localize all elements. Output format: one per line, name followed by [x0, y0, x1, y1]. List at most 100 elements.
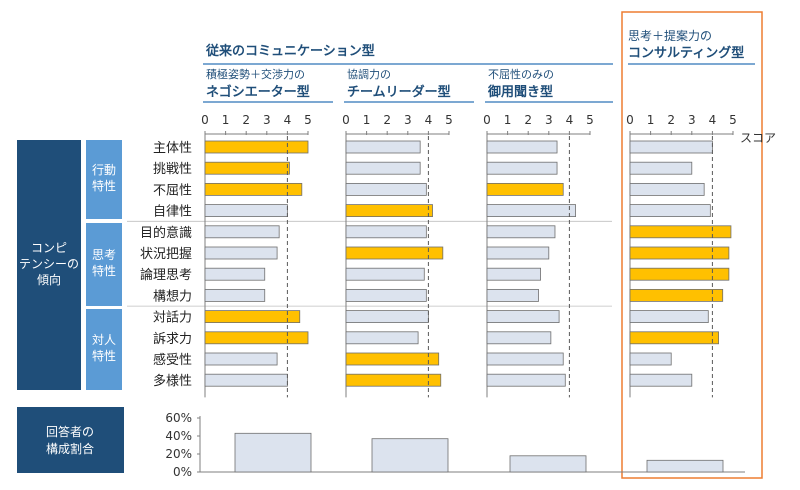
score-bar	[629, 352, 672, 366]
competency-line3: 傾向	[37, 272, 61, 287]
category-label: 不屈性	[153, 183, 192, 198]
x-tick-label: 0	[626, 113, 634, 127]
score-bar	[486, 182, 564, 196]
score-bar	[486, 352, 564, 366]
score-bar	[204, 373, 288, 387]
type-sub-3: 不屈性のみの	[488, 67, 554, 81]
score-bar	[486, 373, 566, 387]
group-interpersonal-line1: 対人	[92, 333, 116, 347]
category-label: 状況把握	[140, 247, 192, 262]
score-bar	[345, 225, 427, 239]
score-bar	[204, 288, 266, 302]
score-bar	[204, 182, 303, 196]
score-bar	[486, 204, 576, 218]
group-thinking-line1: 思考	[92, 248, 116, 262]
x-tick-label: 4	[709, 113, 717, 127]
respondent-bar	[234, 432, 312, 473]
category-label: 構想力	[153, 288, 192, 304]
consulting-highlight-frame	[621, 11, 763, 479]
score-bar	[204, 161, 290, 175]
score-bar	[345, 267, 425, 281]
score-bar	[204, 204, 288, 218]
score-bar	[204, 225, 280, 239]
group-box-thinking	[86, 223, 122, 306]
x-tick-label: 4	[284, 113, 292, 127]
respondent-y-tick-label: 40%	[165, 429, 192, 443]
type-sub-2: 協調力の	[347, 67, 391, 81]
score-bar	[345, 182, 427, 196]
score-bar	[629, 225, 732, 239]
x-tick-label: 0	[483, 113, 491, 127]
score-bar	[345, 310, 429, 324]
group-interpersonal-line2: 特性	[92, 348, 116, 363]
x-tick-label: 3	[688, 113, 696, 127]
group-box-behavior	[86, 140, 122, 219]
score-bar	[486, 140, 558, 154]
x-tick-label: 4	[425, 113, 433, 127]
x-tick-label: 5	[445, 113, 453, 127]
x-tick-label: 2	[524, 113, 532, 127]
x-tick-label: 5	[729, 113, 737, 127]
x-tick-label: 1	[504, 113, 512, 127]
score-bar	[204, 331, 309, 345]
group-behavior-line1: 行動	[92, 163, 116, 177]
score-bar	[345, 204, 433, 218]
type-headers: 積極姿勢＋交渉力の ネゴシエーター型 協調力の チームリーダー型 不屈性のみの …	[206, 67, 554, 100]
category-label: 目的意識	[140, 225, 192, 241]
category-label: 論理思考	[140, 267, 192, 283]
score-bar	[629, 204, 711, 218]
x-tick-label: 3	[263, 113, 271, 127]
score-bar	[629, 331, 719, 345]
group-box-interpersonal	[86, 309, 122, 390]
x-tick-label: 2	[383, 113, 391, 127]
type-name-3: 御用聞き型	[487, 84, 553, 100]
score-bar	[629, 288, 724, 302]
score-bar	[345, 373, 442, 387]
score-bar	[486, 267, 541, 281]
category-label: 多様性	[153, 373, 192, 389]
group-behavior-line2: 特性	[92, 178, 116, 193]
category-label: 訴求力	[153, 331, 192, 347]
score-bar	[629, 310, 709, 324]
respondent-y-tick-label: 60%	[165, 411, 192, 425]
score-bar	[345, 331, 419, 345]
respondent-bar	[646, 459, 724, 473]
respondent-y-tick-label: 20%	[165, 447, 192, 461]
score-bar	[486, 310, 560, 324]
competency-line1: コンピ	[31, 241, 67, 255]
x-tick-label: 1	[363, 113, 371, 127]
x-tick-label: 2	[242, 113, 250, 127]
x-tick-label: 5	[586, 113, 594, 127]
score-bar	[629, 140, 713, 154]
respondents-line2: 構成割合	[46, 441, 94, 456]
score-bar	[345, 161, 421, 175]
traditional-header: 従来のコミュニケーション型	[205, 43, 375, 59]
category-label: 挑戦性	[153, 162, 192, 177]
x-tick-label: 5	[304, 113, 312, 127]
category-label: 自律性	[153, 205, 192, 220]
score-label: スコア	[740, 131, 776, 145]
score-bar	[629, 182, 705, 196]
type-name-2: チームリーダー型	[347, 84, 451, 100]
x-tick-label: 4	[566, 113, 574, 127]
category-label: 感受性	[153, 352, 192, 368]
respondent-bar	[509, 455, 587, 473]
x-tick-label: 1	[647, 113, 655, 127]
respondents-box	[17, 407, 124, 473]
score-bar	[486, 246, 550, 260]
proposal-type-name: コンサルティング型	[628, 45, 744, 61]
competency-line2: テンシーの	[19, 257, 79, 271]
score-bar	[204, 310, 301, 324]
competency-box	[17, 140, 81, 390]
group-thinking-line2: 特性	[92, 263, 116, 278]
respondent-y-tick-label: 0%	[173, 465, 192, 479]
score-bar	[345, 352, 440, 366]
score-bar	[204, 352, 278, 366]
x-tick-label: 1	[222, 113, 230, 127]
score-bar	[345, 140, 421, 154]
type-name-1: ネゴシエーター型	[206, 84, 310, 100]
score-bar	[204, 246, 278, 260]
category-label: 対話力	[153, 310, 192, 326]
